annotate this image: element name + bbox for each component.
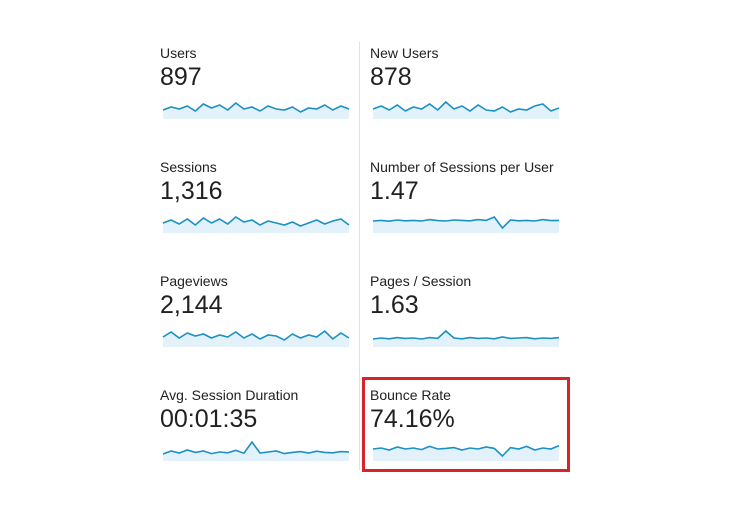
sparkline [162, 216, 350, 233]
sparkline-area [163, 331, 349, 347]
metric-value: 897 [160, 63, 202, 91]
sparkline-area [373, 217, 559, 233]
sparkline-area [163, 442, 349, 461]
metric-value: 1,316 [160, 177, 223, 205]
sparkline-area [373, 102, 559, 119]
sparkline [372, 216, 560, 233]
metric-label: Number of Sessions per User [370, 159, 554, 175]
sparkline [372, 100, 560, 119]
metric-tile: Pageviews 2,144 [160, 273, 352, 363]
sparkline [162, 101, 350, 119]
metric-value: 74.16% [370, 405, 455, 433]
sparkline [372, 329, 560, 347]
metric-value: 878 [370, 63, 412, 91]
highlight-box [362, 377, 570, 472]
sparkline-area [163, 103, 349, 119]
metric-tile: Users 897 [160, 45, 352, 135]
sparkline-line [372, 216, 560, 230]
metric-label: Bounce Rate [370, 387, 451, 403]
metric-label: New Users [370, 45, 439, 61]
metric-label: Sessions [160, 159, 217, 175]
metric-tile: New Users 878 [370, 45, 562, 135]
sparkline [372, 444, 560, 461]
metric-tile: Avg. Session Duration 00:01:35 [160, 387, 352, 477]
sparkline-line [162, 216, 350, 227]
sparkline-line [372, 329, 560, 340]
sparkline-line [162, 101, 350, 113]
metric-value: 2,144 [160, 291, 223, 319]
metric-label: Avg. Session Duration [160, 387, 299, 403]
metric-label: Pages / Session [370, 273, 472, 289]
metric-tile: Sessions 1,316 [160, 159, 352, 249]
metric-value: 1.47 [370, 177, 419, 205]
sparkline-line [372, 100, 560, 113]
sparkline-line [162, 329, 350, 341]
metric-tile: Pages / Session 1.63 [370, 273, 562, 363]
metric-label: Users [160, 45, 197, 61]
sparkline-line [162, 440, 350, 455]
divider [359, 42, 360, 470]
sparkline [162, 440, 350, 461]
metric-tile: Bounce Rate 74.16% [370, 387, 562, 477]
sparkline-line [372, 444, 560, 458]
sparkline [162, 329, 350, 347]
metric-label: Pageviews [160, 273, 228, 289]
metric-value: 00:01:35 [160, 405, 258, 433]
metric-value: 1.63 [370, 291, 419, 319]
sparkline-area [163, 217, 349, 233]
metric-tile: Number of Sessions per User 1.47 [370, 159, 562, 249]
